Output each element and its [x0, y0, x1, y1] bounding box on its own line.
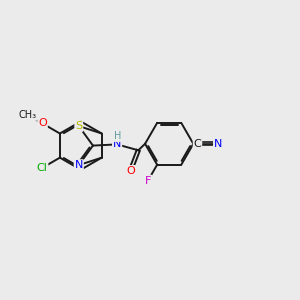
Text: C: C — [194, 139, 201, 149]
Text: N: N — [75, 160, 83, 170]
Text: N: N — [113, 140, 121, 149]
Text: N: N — [214, 139, 222, 149]
Text: O: O — [38, 118, 47, 128]
Text: O: O — [127, 166, 135, 176]
Text: CH₃: CH₃ — [19, 110, 37, 120]
Text: Cl: Cl — [37, 163, 47, 173]
Text: F: F — [145, 176, 151, 185]
Text: S: S — [75, 121, 82, 131]
Text: H: H — [114, 131, 122, 141]
